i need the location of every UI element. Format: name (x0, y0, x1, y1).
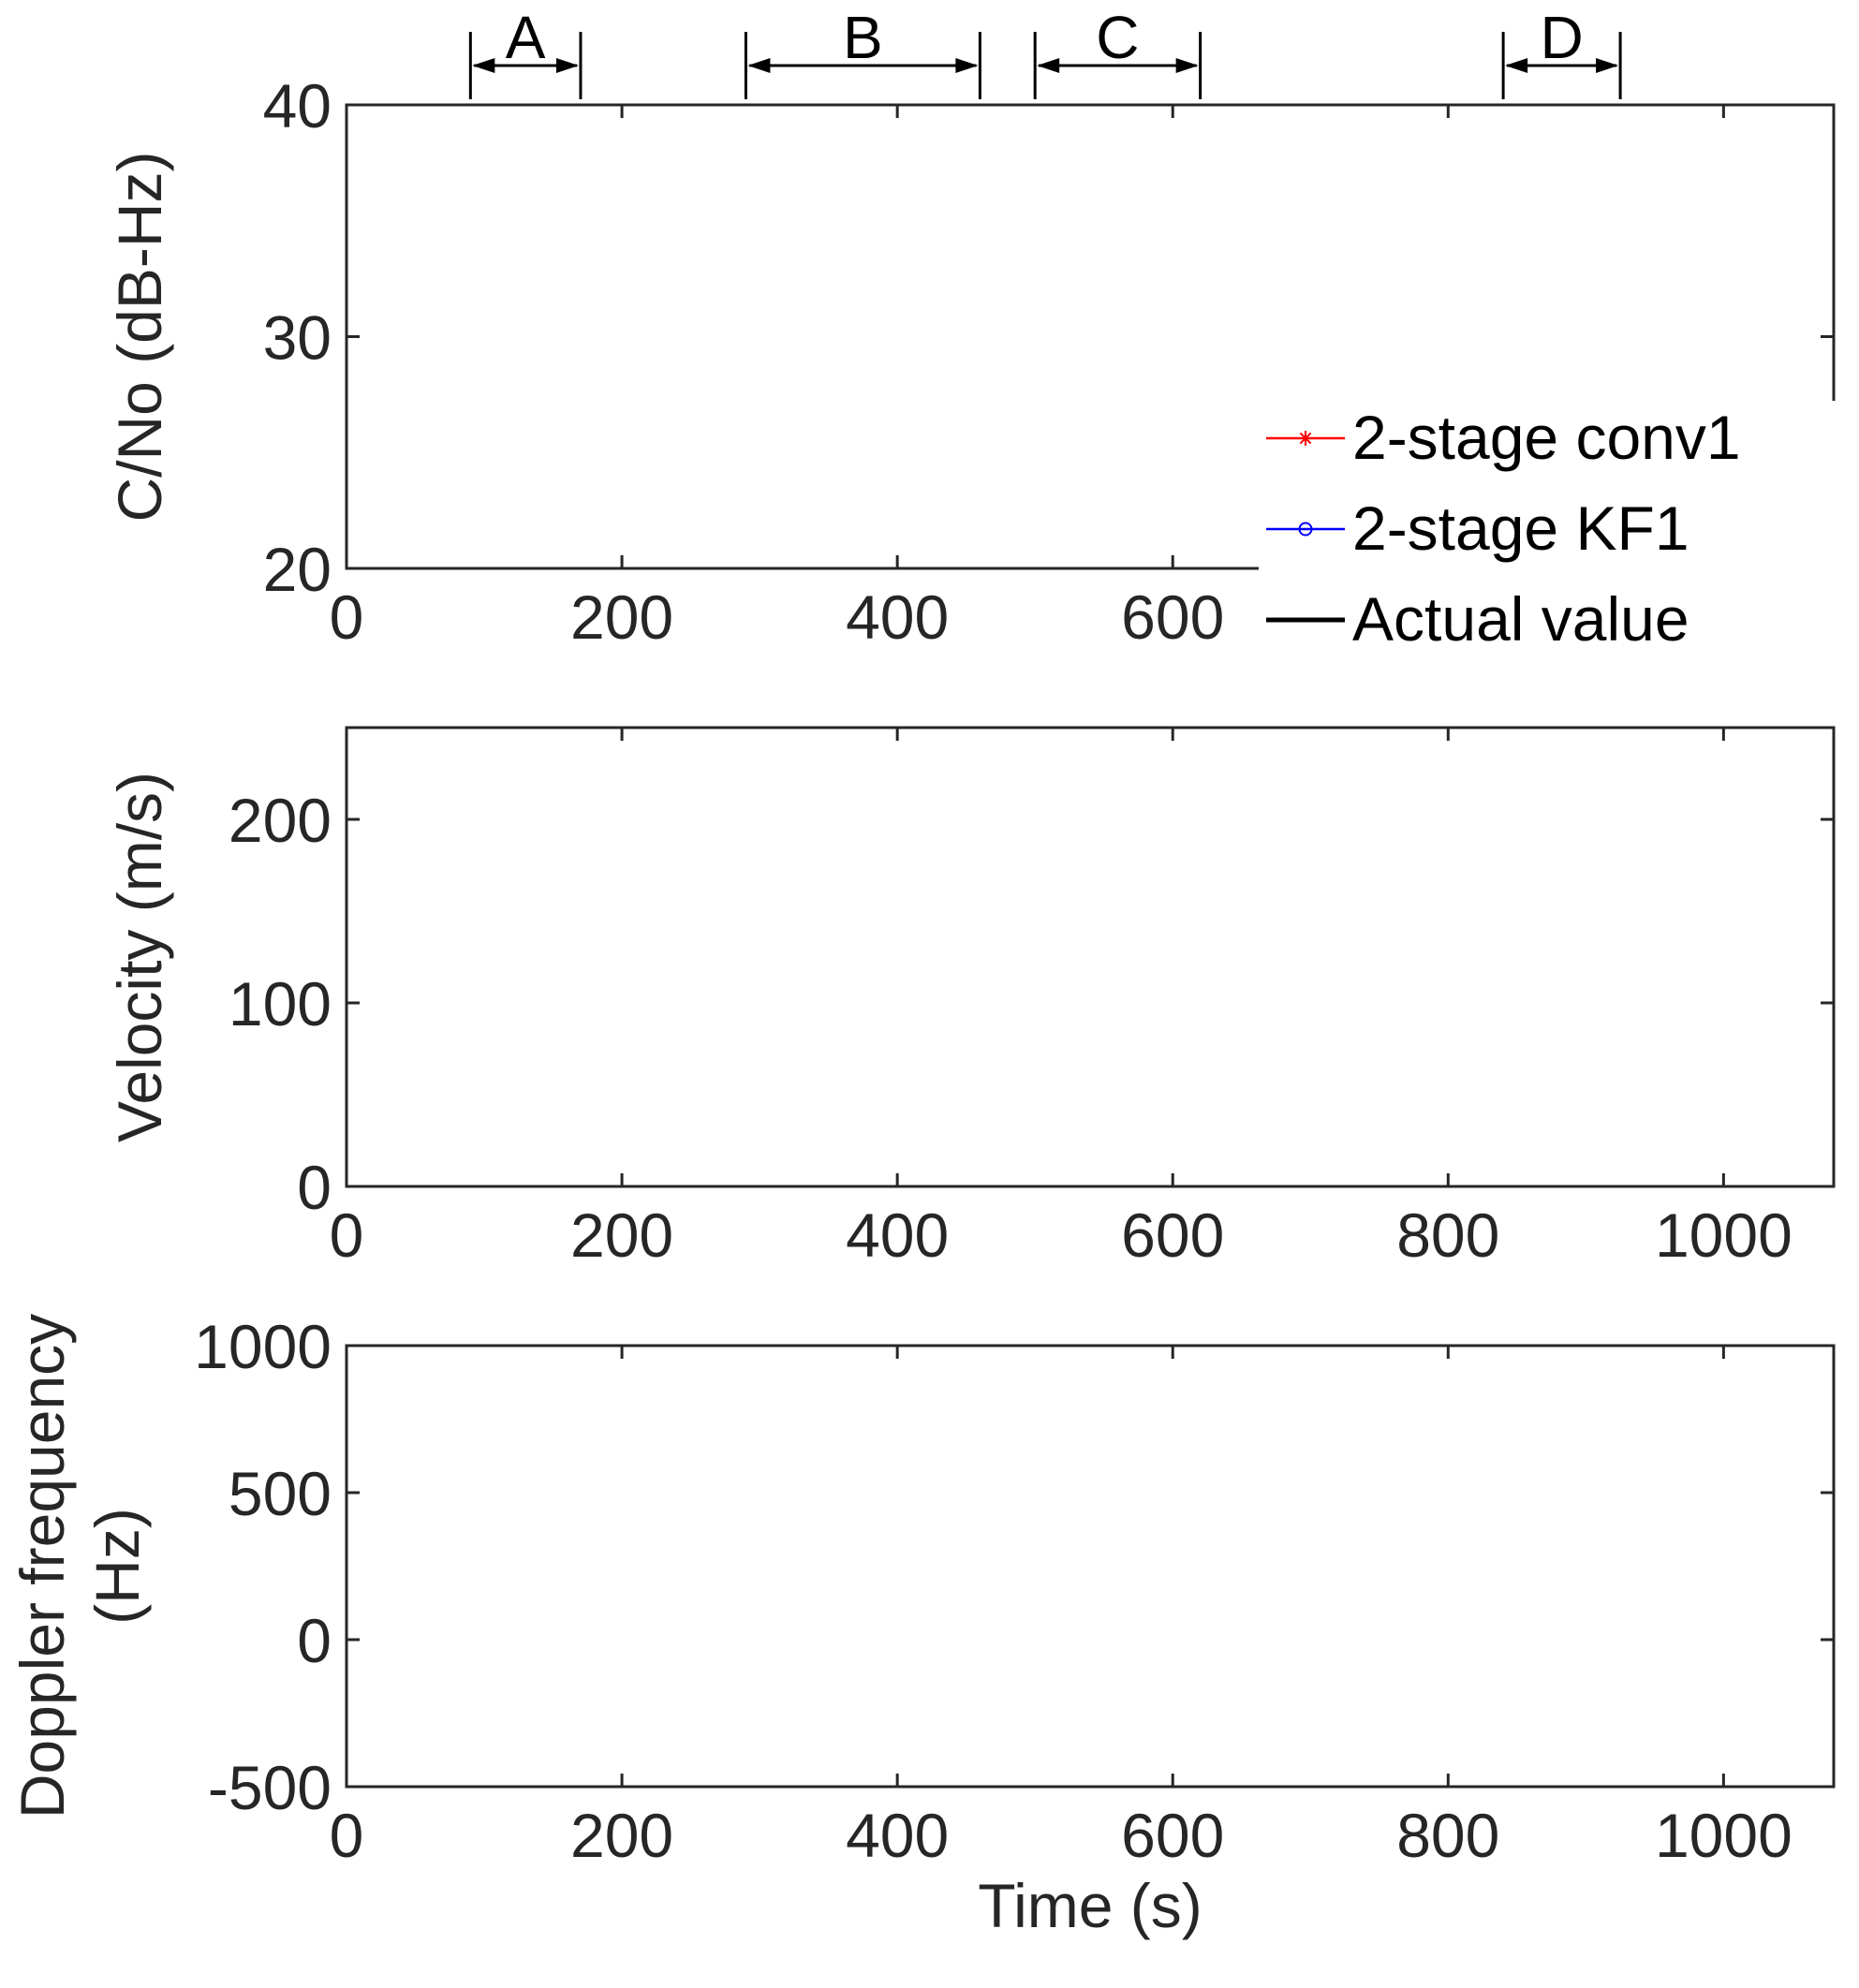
interval-arrowhead (555, 58, 579, 73)
x-tick-label: 600 (1121, 1801, 1224, 1870)
interval-label: C (1096, 4, 1139, 71)
y-tick-label: 100 (229, 969, 332, 1038)
axes-box (345, 726, 1836, 1188)
interval-arrowhead (1505, 58, 1528, 73)
x-tick-label: 1000 (1655, 1801, 1793, 1870)
y-tick-label: 0 (297, 1153, 332, 1222)
interval-label: B (843, 4, 883, 71)
interval-arrowhead (955, 58, 979, 73)
y-axis-label: Doppler frequency (7, 1314, 77, 1819)
data-point-2-stage-conv1 (934, 1309, 949, 1324)
y-tick-label: 30 (263, 303, 332, 373)
y-tick-label: -500 (208, 1753, 332, 1822)
x-tick-label: 200 (570, 1801, 673, 1870)
data-point-2-stage-conv1 (948, 1309, 963, 1324)
y-tick-label: 20 (263, 535, 332, 604)
x-tick-label: 200 (570, 1200, 673, 1270)
legend-label: 2-stage KF1 (1352, 493, 1689, 563)
legend-label: Actual value (1352, 584, 1689, 654)
interval-a: A (468, 4, 583, 99)
x-tick-label: 600 (1121, 582, 1224, 652)
legend-entry-conv: 2-stage conv1 (1266, 403, 1741, 472)
interval-arrowhead (472, 58, 495, 73)
y-tick-label: 1000 (194, 1312, 332, 1381)
interval-d: D (1501, 4, 1622, 99)
x-tick-label: 0 (330, 582, 364, 652)
x-tick-label: 800 (1396, 1801, 1499, 1870)
chart-panel-2: 0 200 400 600 800 1000 0 100 200 Velocity (m/s) (105, 726, 1836, 1270)
x-tick-label: 1000 (1655, 1200, 1793, 1270)
y-tick-label: 500 (229, 1459, 332, 1528)
interval-c: C (1033, 4, 1202, 99)
interval-arrowhead (1037, 58, 1060, 73)
legend-marker (1298, 431, 1313, 446)
x-tick-label: 600 (1121, 1200, 1224, 1270)
x-tick-label: 0 (330, 1801, 364, 1870)
data-point-2-stage-conv1 (953, 1815, 968, 1830)
y-axis-label: C/No (dB-Hz) (105, 151, 174, 522)
y-tick-label: 200 (229, 786, 332, 855)
y-axis-label-line2: (Hz) (82, 1508, 152, 1625)
legend-label: 2-stage conv1 (1352, 403, 1741, 472)
x-tick-label: 800 (1396, 1200, 1499, 1270)
interval-b: B (744, 4, 981, 99)
y-tick-label: 0 (297, 1606, 332, 1675)
x-tick-label: 400 (846, 582, 949, 652)
chart-panel-1: 02004006008001000203040C/No (dB-Hz)ABCD2… (105, 4, 1849, 692)
x-tick-label: 0 (330, 1200, 364, 1270)
interval-arrowhead (1175, 58, 1199, 73)
x-tick-label: 400 (846, 1200, 949, 1270)
legend-entry-actual: Actual value (1266, 584, 1689, 654)
y-axis-label: Velocity (m/s) (105, 772, 174, 1142)
axes-box (345, 1344, 1836, 1789)
y-tick-label: 40 (263, 71, 332, 140)
legend-background (1259, 401, 1849, 692)
legend-entry-kf: 2-stage KF1 (1266, 493, 1689, 563)
interval-arrowhead (1596, 58, 1619, 73)
interval-arrowhead (747, 58, 771, 73)
data-point-2-stage-conv1 (980, 570, 995, 585)
interval-label: D (1540, 4, 1583, 71)
interval-label: A (506, 4, 546, 71)
x-axis-label: Time (s) (978, 1871, 1202, 1940)
legend-marker (1298, 522, 1313, 537)
chart-panels: 02004006008001000203040C/No (dB-Hz)ABCD2… (7, 4, 1849, 1940)
x-tick-label: 200 (570, 582, 673, 652)
x-tick-label: 400 (846, 1801, 949, 1870)
legend: 2-stage conv1 2-stage KF1 Actual value (1259, 401, 1849, 692)
data-point-2-stage-conv1 (925, 1309, 940, 1324)
